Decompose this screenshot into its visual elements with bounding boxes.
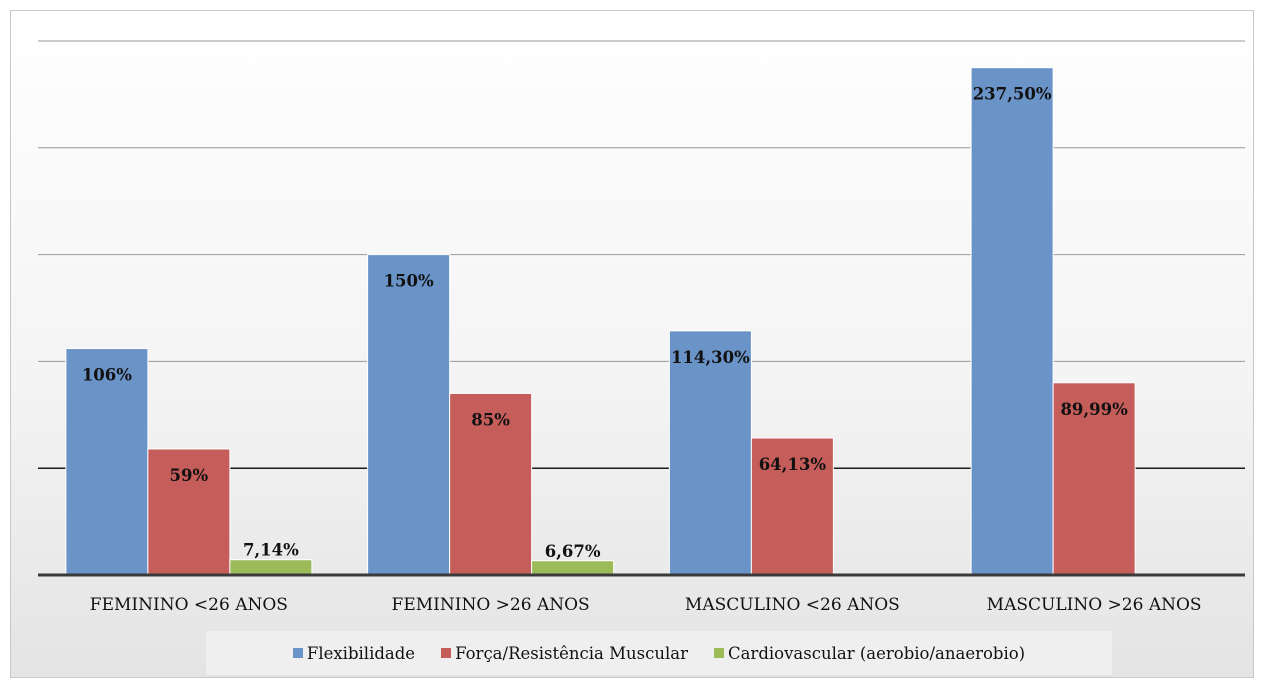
x-tick-label: MASCULINO >26 ANOS [987, 595, 1202, 615]
bar [668, 330, 752, 576]
data-label: 89,99% [1060, 400, 1128, 419]
legend-item: Flexibilidade [292, 643, 416, 663]
bar [750, 437, 834, 576]
bar [970, 67, 1054, 576]
legend-item: Força/Resistência Muscular [441, 644, 688, 663]
legend-label: Flexibilidade [306, 643, 416, 663]
data-label: 85% [471, 410, 510, 429]
legend-item: Cardiovascular (aerobio/anaerobio) [713, 643, 1026, 663]
bar [147, 448, 231, 576]
legend-swatch [713, 648, 724, 658]
x-tick-labels: FEMININO <26 ANOS FEMININO >26 ANOS MASCUL… [90, 595, 1202, 615]
bar [531, 560, 615, 576]
bar [229, 559, 313, 576]
legend-swatch [292, 648, 303, 658]
data-label: 114,30% [671, 348, 750, 367]
bar [367, 254, 451, 576]
data-label: 106% [82, 366, 132, 385]
legend-label: Cardiovascular (aerobio/anaerobio) [727, 643, 1026, 663]
data-label: 150% [384, 272, 434, 291]
data-label: 237,50% [973, 85, 1052, 104]
data-label: 6,67% [545, 542, 601, 561]
data-label: 59% [170, 466, 209, 485]
legend-label: Força/Resistência Muscular [455, 643, 688, 663]
bar [1052, 382, 1136, 576]
x-tick-label: FEMININO <26 ANOS [90, 595, 288, 615]
data-label: 64,13% [759, 455, 827, 474]
data-labels: 106% 59% 7,14% 150% 85% 6,67% 114,30% 64,13% 237… [82, 85, 1128, 561]
data-label: 7,14% [243, 541, 299, 560]
x-tick-label: FEMININO >26 ANOS [392, 595, 590, 615]
legend-swatch [441, 648, 452, 658]
bar [449, 392, 533, 576]
legend: Flexibilidade Força/Resistência Muscular C… [206, 631, 1112, 675]
bars [65, 67, 1136, 576]
x-tick-label: MASCULINO <26 ANOS [685, 595, 900, 615]
